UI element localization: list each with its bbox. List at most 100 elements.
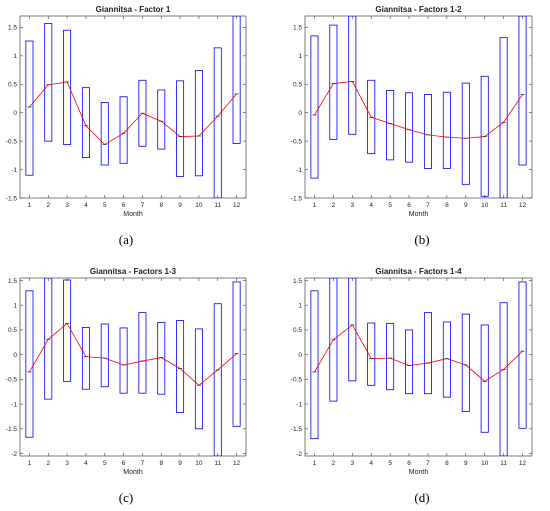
x-tick-label: 10 [481,460,489,467]
x-tick-label: 7 [141,202,145,209]
chart-panel-1: Giannitsa - Factor 1-1.5-1-0.500.511.51 2… [6,5,247,218]
box-month-8 [157,89,166,150]
box-month-12 [232,16,241,144]
box-month-7 [138,79,147,147]
x-tick-label: 12 [233,202,241,209]
x-tick-label: 1 [28,460,32,467]
box-month-6 [119,327,128,394]
y-tick-label: -2 [296,451,302,458]
box-month-11 [499,37,508,198]
x-tick-label: 1 [313,460,317,467]
x-tick-label: 3 [65,460,69,467]
x-tick-label: 8 [159,202,163,209]
x-tick-label: 9 [178,202,182,209]
x-tick-label: 2 [46,202,50,209]
x-tick-label: 4 [84,202,88,209]
x-tick-label: 11 [500,202,507,209]
plot-frame [19,277,247,457]
x-tick-label: 5 [388,202,392,209]
chart-panel-3: Giannitsa - Factors 1-3 -2 -1.5 -1 -0.5 0 0.5 1… [6,267,247,476]
x-axis-label: Month [123,211,143,218]
box-month-9 [176,320,185,413]
x-tick-label: 6 [122,202,126,209]
y-tick-label: 1.5 [8,278,17,285]
x-tick-label: 3 [350,202,354,209]
box-month-9 [461,82,470,185]
box-month-4 [367,322,376,386]
x-tick-label: 4 [369,202,373,209]
box-month-2 [44,278,53,400]
panel-caption: (b) [414,232,429,247]
x-axis-label: Month [409,211,429,218]
box-month-12 [518,281,527,429]
x-tick-label: 1 [28,202,32,209]
x-tick-label: 12 [519,202,527,209]
x-tick-label: 12 [519,460,527,467]
x-tick-label: 8 [445,202,449,209]
box-month-12 [518,16,527,166]
y-tick-label: 0.5 [293,82,302,89]
box-month-1 [310,35,319,179]
chart-panel-4: Giannitsa - Factors 1-4 -2 -1.5 -1 -0.5 0 0.5 1… [291,267,533,476]
y-tick-label: -2 [11,451,17,458]
y-tick-label: 0.5 [8,82,17,89]
x-tick-label: 4 [84,460,88,467]
series-line [29,322,237,386]
series-line [29,81,237,146]
box-month-11 [499,302,508,456]
chart-title: Giannitsa - Factors 1-3 [90,267,177,276]
box-month-5 [386,323,395,391]
x-tick-label: 6 [122,460,126,467]
box-month-8 [442,91,451,169]
box-month-11 [213,303,222,456]
box-month-2 [44,22,53,142]
y-tick-label: -1.5 [291,195,303,202]
box-month-6 [405,92,414,163]
box-month-5 [100,102,109,166]
x-tick-label: 10 [195,202,203,209]
box-month-3 [63,29,72,145]
box-month-7 [138,312,147,394]
box-month-6 [405,329,414,395]
y-tick-label: 1.5 [8,25,17,32]
plot-area [25,278,241,456]
x-tick-label: 3 [65,202,69,209]
y-tick-label: -1 [296,401,302,408]
plot-frame [304,277,533,457]
y-tick-label: -1 [11,401,17,408]
x-tick-label: 11 [500,460,507,467]
x-axis-label: Month [409,469,429,476]
y-tick-label: -0.5 [6,138,18,145]
y-tick-label: -1.5 [291,426,303,433]
x-tick-label: 10 [481,202,489,209]
x-axis-label: Month [123,469,143,476]
x-tick-label: 3 [350,460,354,467]
x-tick-label: 11 [214,202,221,209]
x-tick-label: 9 [178,460,182,467]
box-month-7 [423,94,432,169]
x-tick-label: 12 [233,460,241,467]
y-tick-label: 0 [13,352,17,359]
box-month-11 [213,47,222,198]
x-tick-label: 6 [407,202,411,209]
box-month-12 [232,281,241,427]
y-tick-label: -0.5 [291,377,303,384]
box-month-10 [480,324,489,433]
plot-area [310,278,527,456]
plot-frame [19,15,247,199]
box-month-2 [329,278,338,402]
x-tick-label: 8 [445,460,449,467]
y-tick-label: -1 [296,167,302,174]
chart-title: Giannitsa - Factors 1-2 [375,5,462,14]
box-month-5 [100,323,109,388]
plot-area [25,16,241,198]
x-tick-label: 7 [426,460,430,467]
y-tick-label: 0 [298,352,302,359]
x-tick-label: 6 [407,460,411,467]
box-month-9 [176,80,185,177]
panel-caption: (a) [119,232,133,247]
x-tick-label: 5 [103,460,107,467]
panel-caption: (c) [119,490,133,505]
box-month-1 [310,290,319,440]
